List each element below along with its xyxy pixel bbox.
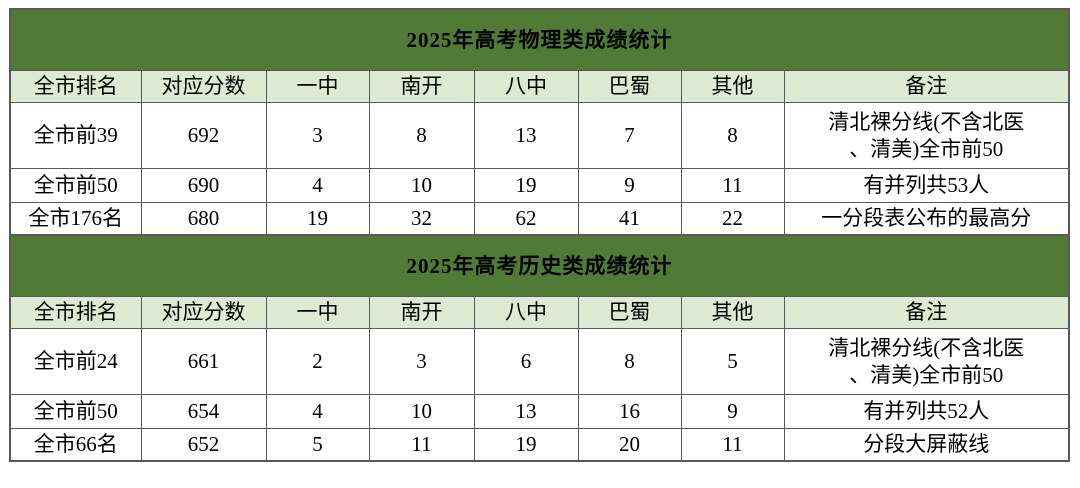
cell-remark: 有并列共53人: [783, 168, 1070, 203]
col-header-other: 其他: [680, 70, 785, 103]
cell-remark: 一分段表公布的最高分: [783, 202, 1070, 236]
cell-nankai: 3: [368, 328, 475, 395]
cell-rank: 全市前50: [9, 394, 142, 429]
col-header-bazhong: 八中: [473, 70, 579, 103]
history-table-title: 2025年高考历史类成绩统计: [9, 234, 1070, 297]
cell-bazhong: 19: [473, 428, 579, 462]
cell-yizhong: 4: [265, 394, 370, 429]
cell-remark: 有并列共52人: [783, 394, 1070, 429]
col-header-bashu: 巴蜀: [577, 296, 682, 329]
col-header-yizhong: 一中: [265, 70, 370, 103]
col-header-score: 对应分数: [140, 296, 267, 329]
col-header-nankai: 南开: [368, 296, 475, 329]
cell-other: 9: [680, 394, 785, 429]
cell-other: 11: [680, 168, 785, 203]
cell-score: 690: [140, 168, 267, 203]
cell-nankai: 8: [368, 102, 475, 169]
cell-score: 661: [140, 328, 267, 395]
cell-nankai: 11: [368, 428, 475, 462]
cell-score: 692: [140, 102, 267, 169]
cell-bazhong: 19: [473, 168, 579, 203]
cell-yizhong: 4: [265, 168, 370, 203]
cell-nankai: 10: [368, 168, 475, 203]
cell-bashu: 7: [577, 102, 682, 169]
cell-bashu: 9: [577, 168, 682, 203]
col-header-yizhong: 一中: [265, 296, 370, 329]
cell-rank: 全市前39: [9, 102, 142, 169]
physics-score-table: 2025年高考物理类成绩统计 全市排名 对应分数 一中 南开 八中 巴蜀 其他 …: [9, 8, 1070, 236]
col-header-rank: 全市排名: [9, 296, 142, 329]
cell-bazhong: 13: [473, 394, 579, 429]
cell-bazhong: 6: [473, 328, 579, 395]
history-header-row: 全市排名 对应分数 一中 南开 八中 巴蜀 其他 备注: [9, 296, 1070, 329]
cell-other: 5: [680, 328, 785, 395]
cell-yizhong: 5: [265, 428, 370, 462]
cell-bashu: 41: [577, 202, 682, 236]
cell-bashu: 8: [577, 328, 682, 395]
physics-header-row: 全市排名 对应分数 一中 南开 八中 巴蜀 其他 备注: [9, 70, 1070, 103]
history-score-table: 2025年高考历史类成绩统计 全市排名 对应分数 一中 南开 八中 巴蜀 其他 …: [9, 234, 1070, 462]
cell-remark: 清北裸分线(不含北医 、清美)全市前50: [783, 102, 1070, 169]
physics-table-title: 2025年高考物理类成绩统计: [9, 8, 1070, 71]
col-header-remark: 备注: [783, 70, 1070, 103]
col-header-score: 对应分数: [140, 70, 267, 103]
table-row: 全市前24 661 2 3 6 8 5 清北裸分线(不含北医 、清美)全市前50: [9, 328, 1070, 395]
col-header-remark: 备注: [783, 296, 1070, 329]
cell-bashu: 20: [577, 428, 682, 462]
col-header-bashu: 巴蜀: [577, 70, 682, 103]
table-row: 全市前50 690 4 10 19 9 11 有并列共53人: [9, 168, 1070, 203]
cell-remark: 分段大屏蔽线: [783, 428, 1070, 462]
table-row: 全市176名 680 19 32 62 41 22 一分段表公布的最高分: [9, 202, 1070, 236]
cell-score: 680: [140, 202, 267, 236]
col-header-rank: 全市排名: [9, 70, 142, 103]
table-row: 全市66名 652 5 11 19 20 11 分段大屏蔽线: [9, 428, 1070, 462]
cell-yizhong: 3: [265, 102, 370, 169]
cell-score: 654: [140, 394, 267, 429]
history-title-row: 2025年高考历史类成绩统计: [9, 234, 1070, 297]
cell-rank: 全市前24: [9, 328, 142, 395]
cell-yizhong: 19: [265, 202, 370, 236]
cell-rank: 全市前50: [9, 168, 142, 203]
spreadsheet-area: 2025年高考物理类成绩统计 全市排名 对应分数 一中 南开 八中 巴蜀 其他 …: [9, 8, 1070, 462]
cell-rank: 全市66名: [9, 428, 142, 462]
table-row: 全市前50 654 4 10 13 16 9 有并列共52人: [9, 394, 1070, 429]
cell-bashu: 16: [577, 394, 682, 429]
physics-title-row: 2025年高考物理类成绩统计: [9, 8, 1070, 71]
cell-nankai: 32: [368, 202, 475, 236]
cell-rank: 全市176名: [9, 202, 142, 236]
table-row: 全市前39 692 3 8 13 7 8 清北裸分线(不含北医 、清美)全市前5…: [9, 102, 1070, 169]
cell-score: 652: [140, 428, 267, 462]
cell-remark: 清北裸分线(不含北医 、清美)全市前50: [783, 328, 1070, 395]
cell-other: 22: [680, 202, 785, 236]
cell-bazhong: 62: [473, 202, 579, 236]
col-header-nankai: 南开: [368, 70, 475, 103]
col-header-other: 其他: [680, 296, 785, 329]
col-header-bazhong: 八中: [473, 296, 579, 329]
cell-other: 8: [680, 102, 785, 169]
cell-other: 11: [680, 428, 785, 462]
cell-bazhong: 13: [473, 102, 579, 169]
cell-yizhong: 2: [265, 328, 370, 395]
cell-nankai: 10: [368, 394, 475, 429]
